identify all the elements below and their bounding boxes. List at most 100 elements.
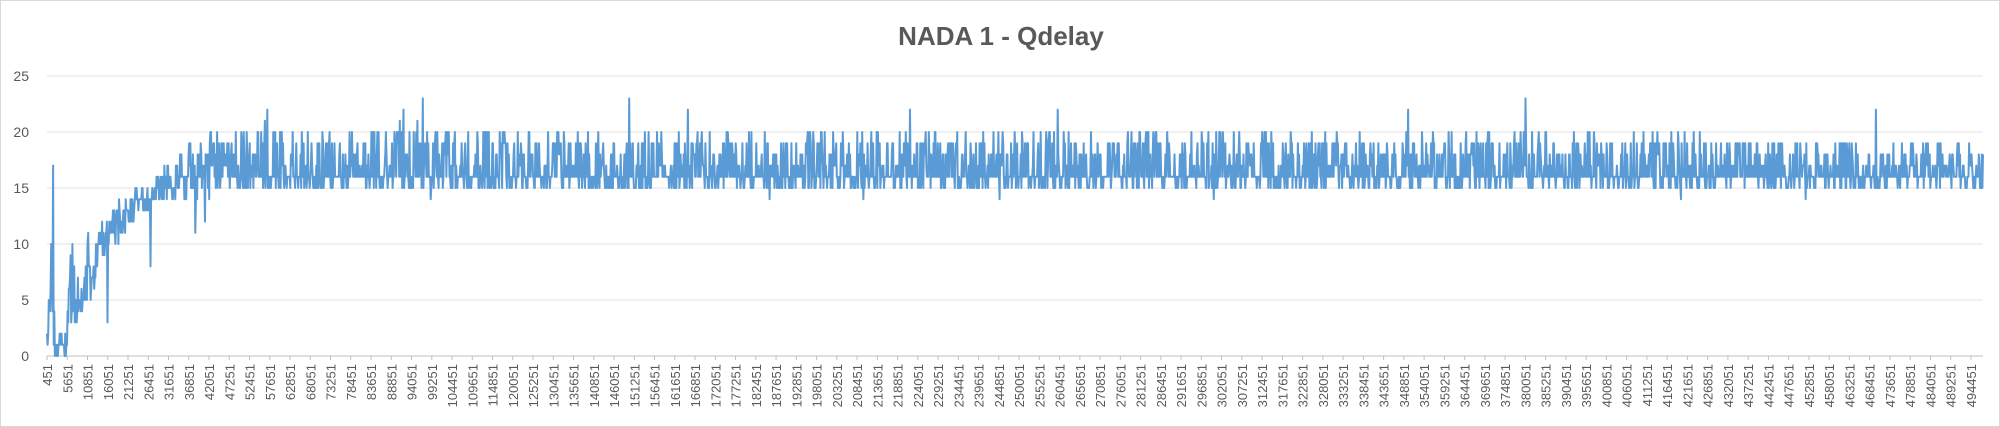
x-tick-label: 458051 (1822, 364, 1837, 407)
x-tick-label: 270851 (1093, 364, 1108, 407)
x-tick-label: 16051 (101, 364, 116, 400)
x-tick-label: 395651 (1579, 364, 1594, 407)
x-tick-label: 78451 (344, 364, 359, 400)
x-tick-label: 177251 (729, 364, 744, 407)
plot-area (46, 97, 1984, 357)
x-tick-label: 229251 (931, 364, 946, 407)
x-tick-label: 322851 (1296, 364, 1311, 407)
series-line (46, 97, 1984, 357)
x-tick-label: 276051 (1113, 364, 1128, 407)
x-tick-label: 172051 (708, 364, 723, 407)
x-tick-label: 385251 (1539, 364, 1554, 407)
x-tick-label: 31651 (162, 364, 177, 400)
x-tick-label: 296851 (1194, 364, 1209, 407)
x-tick-label: 291651 (1174, 364, 1189, 407)
x-tick-label: 281251 (1134, 364, 1149, 407)
x-axis: 451 5651 10851 16051 21251 26451 31651 36851 420… (40, 356, 1979, 407)
x-tick-label: 348851 (1397, 364, 1412, 407)
x-tick-label: 198051 (810, 364, 825, 407)
y-axis: 0 5 10 15 20 25 (13, 68, 29, 364)
x-tick-label: 354051 (1417, 364, 1432, 407)
x-tick-label: 94051 (405, 364, 420, 400)
x-tick-label: 406051 (1620, 364, 1635, 407)
x-tick-label: 380051 (1518, 364, 1533, 407)
x-tick-label: 68051 (303, 364, 318, 400)
x-tick-label: 484051 (1923, 364, 1938, 407)
x-tick-label: 364451 (1458, 364, 1473, 407)
x-tick-label: 416451 (1660, 364, 1675, 407)
y-tick-label: 15 (13, 180, 29, 196)
y-tick-label: 10 (13, 236, 29, 252)
x-tick-label: 187651 (769, 364, 784, 407)
x-tick-label: 255251 (1032, 364, 1047, 407)
x-tick-label: 21251 (121, 364, 136, 400)
x-tick-label: 463251 (1842, 364, 1857, 407)
x-tick-label: 437251 (1741, 364, 1756, 407)
x-tick-label: 411251 (1640, 364, 1655, 406)
x-tick-label: 333251 (1336, 364, 1351, 407)
x-tick-label: 161651 (668, 364, 683, 407)
x-tick-label: 140851 (587, 364, 602, 407)
x-tick-label: 286451 (1154, 364, 1169, 407)
x-tick-label: 203251 (830, 364, 845, 407)
x-tick-label: 317651 (1275, 364, 1290, 407)
x-tick-label: 224051 (911, 364, 926, 407)
y-tick-label: 5 (21, 292, 29, 308)
x-tick-label: 135651 (567, 364, 582, 407)
x-tick-label: 250051 (1012, 364, 1027, 407)
x-tick-label: 83651 (364, 364, 379, 400)
x-tick-label: 5651 (60, 364, 75, 393)
x-tick-label: 447651 (1782, 364, 1797, 407)
x-tick-label: 218851 (891, 364, 906, 407)
x-tick-label: 343651 (1377, 364, 1392, 407)
x-tick-label: 468451 (1863, 364, 1878, 407)
x-tick-label: 359251 (1437, 364, 1452, 407)
x-tick-label: 239651 (972, 364, 987, 407)
x-tick-label: 494451 (1964, 364, 1979, 407)
x-tick-label: 421651 (1680, 364, 1695, 407)
x-tick-label: 451 (40, 364, 55, 386)
x-tick-label: 192851 (789, 364, 804, 407)
x-tick-label: 302051 (1215, 364, 1230, 407)
x-tick-label: 151251 (627, 364, 642, 407)
x-tick-label: 125251 (526, 364, 541, 407)
x-tick-label: 26451 (141, 364, 156, 400)
x-tick-label: 10851 (81, 364, 96, 400)
x-tick-label: 442451 (1761, 364, 1776, 407)
x-tick-label: 47251 (222, 364, 237, 400)
x-tick-label: 478851 (1903, 364, 1918, 407)
x-tick-label: 99251 (425, 364, 440, 400)
y-tick-label: 0 (21, 348, 29, 364)
y-tick-label: 20 (13, 124, 29, 140)
y-tick-label: 25 (13, 68, 29, 84)
x-tick-label: 62851 (283, 364, 298, 400)
x-tick-label: 426851 (1701, 364, 1716, 407)
x-tick-label: 156451 (648, 364, 663, 407)
x-tick-label: 265651 (1073, 364, 1088, 407)
x-tick-label: 73251 (324, 364, 339, 400)
x-tick-label: 213651 (870, 364, 885, 407)
x-tick-label: 114851 (486, 364, 501, 406)
x-tick-label: 328051 (1316, 364, 1331, 407)
x-tick-label: 489251 (1944, 364, 1959, 407)
x-tick-label: 120051 (506, 364, 521, 407)
x-tick-label: 473651 (1883, 364, 1898, 407)
x-tick-label: 400851 (1599, 364, 1614, 407)
x-tick-label: 104451 (445, 364, 460, 407)
x-tick-label: 208451 (850, 364, 865, 407)
gridlines (47, 75, 1983, 357)
x-tick-label: 166851 (688, 364, 703, 407)
x-tick-label: 36851 (182, 364, 197, 400)
x-tick-label: 432051 (1721, 364, 1736, 407)
x-tick-label: 390451 (1559, 364, 1574, 407)
x-tick-label: 369651 (1478, 364, 1493, 407)
x-tick-label: 57651 (263, 364, 278, 400)
x-tick-label: 244851 (992, 364, 1007, 407)
chart-title: NADA 1 - Qdelay (898, 21, 1104, 51)
x-tick-label: 146051 (607, 364, 622, 407)
x-tick-label: 130451 (546, 364, 561, 407)
x-tick-label: 312451 (1255, 364, 1270, 407)
x-tick-label: 307251 (1235, 364, 1250, 407)
